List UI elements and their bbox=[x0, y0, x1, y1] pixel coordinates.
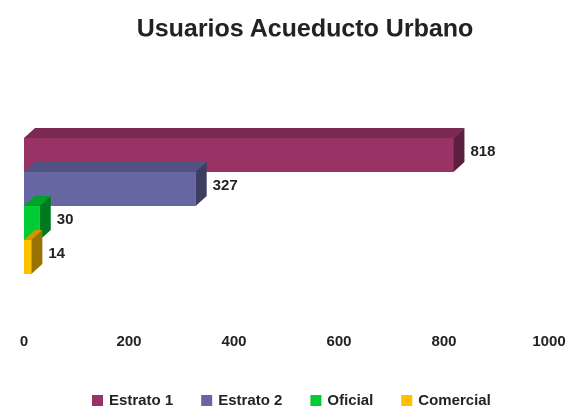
legend-swatch bbox=[201, 395, 213, 406]
x-tick-label: 0 bbox=[20, 333, 28, 350]
chart-title: Usuarios Acueducto Urbano bbox=[137, 15, 474, 43]
bar bbox=[24, 172, 196, 206]
bar-side bbox=[195, 162, 207, 206]
x-tick-label: 400 bbox=[221, 333, 246, 350]
bar-side bbox=[39, 196, 51, 240]
legend-label: Comercial bbox=[418, 392, 491, 409]
legend-label: Estrato 1 bbox=[109, 392, 173, 409]
x-tick-label: 800 bbox=[431, 333, 456, 350]
legend-swatch bbox=[92, 395, 103, 406]
value-label: 818 bbox=[470, 143, 495, 160]
legend-label: Estrato 2 bbox=[218, 392, 282, 409]
bar-top bbox=[24, 230, 43, 240]
x-tick-label: 600 bbox=[326, 333, 351, 350]
bar-top bbox=[24, 162, 207, 172]
bar-top bbox=[24, 128, 465, 138]
value-label: 327 bbox=[213, 177, 238, 194]
x-tick-label: 200 bbox=[116, 333, 141, 350]
legend-swatch bbox=[310, 395, 322, 406]
value-label: 14 bbox=[48, 245, 65, 262]
value-label: 30 bbox=[57, 211, 74, 228]
bar-top bbox=[24, 196, 51, 206]
bar-side bbox=[31, 230, 43, 274]
bar bbox=[24, 240, 32, 274]
bar-side bbox=[453, 128, 465, 172]
legend-swatch bbox=[401, 395, 413, 406]
x-tick-label: 1000 bbox=[532, 333, 565, 350]
legend-label: Oficial bbox=[327, 392, 373, 409]
